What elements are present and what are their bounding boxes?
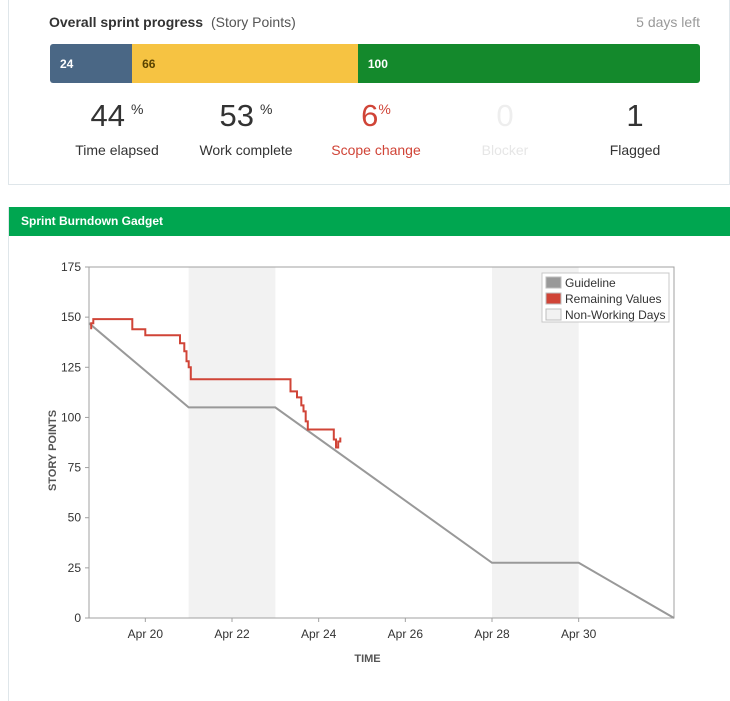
- burndown-gadget: Sprint Burndown Gadget 0 25 50 75 100 125 150 1…: [8, 207, 730, 701]
- stat-blocker: 0 Blocker: [440, 96, 570, 158]
- stat-scope-change-value: 6: [361, 98, 379, 133]
- stat-work-complete-unit: %: [260, 101, 273, 117]
- progress-subtitle: (Story Points): [210, 14, 296, 30]
- stat-time-elapsed-unit: %: [131, 101, 144, 117]
- series-line-guideline: [88, 322, 675, 619]
- y-tick-label-125: 125: [61, 360, 81, 374]
- y-tick-label-25: 25: [68, 561, 82, 575]
- progress-segment-in-progress[interactable]: 66: [132, 44, 358, 83]
- y-tick-label-75: 75: [68, 461, 82, 475]
- sprint-progress-bar: 24 66 100: [50, 44, 700, 83]
- x-tick-label-apr-22: Apr 22: [214, 627, 250, 641]
- y-axis-title: STORY POINTS: [47, 410, 59, 491]
- series-line-remaining-values: [90, 318, 342, 449]
- legend-box: [541, 272, 670, 323]
- stat-work-complete-value: 53: [219, 98, 255, 133]
- stat-blocker-value: 0: [496, 98, 514, 133]
- stat-work-complete: 53% Work complete: [181, 96, 311, 158]
- stat-scope-change-unit: %: [378, 101, 391, 117]
- progress-segment-todo-label: 24: [60, 56, 74, 71]
- x-tick-label-apr-24: Apr 24: [301, 627, 337, 641]
- x-axis-title: TIME: [354, 653, 380, 665]
- progress-segment-done[interactable]: 100: [357, 44, 700, 83]
- progress-segment-in-progress-label: 66: [142, 56, 156, 71]
- y-tick-label-0: 0: [74, 611, 81, 625]
- stat-time-elapsed-value: 44: [90, 98, 126, 133]
- stat-work-complete-label: Work complete: [199, 142, 293, 158]
- non-working-band-0: [188, 267, 276, 618]
- x-tick-label-apr-28: Apr 28: [474, 627, 510, 641]
- legend-label-0: Guideline: [565, 276, 616, 290]
- burndown-chart: 0 25 50 75 100 125 150 175 Apr 20 Apr 22 Apr 24 Apr…: [47, 260, 675, 665]
- gadget-title: Sprint Burndown Gadget: [9, 207, 730, 236]
- progress-segment-todo[interactable]: 24: [50, 44, 133, 83]
- legend-label-1: Remaining Values: [565, 292, 662, 306]
- stat-time-elapsed: 44% Time elapsed: [52, 96, 182, 158]
- y-tick-label-100: 100: [61, 410, 81, 424]
- stat-flagged-value: 1: [626, 98, 644, 133]
- y-tick-label-175: 175: [61, 260, 81, 274]
- x-tick-label-apr-26: Apr 26: [388, 627, 424, 641]
- progress-segment-done-label: 100: [367, 56, 388, 71]
- y-tick-label-50: 50: [68, 511, 82, 525]
- legend-swatch-0: [545, 276, 562, 289]
- legend-swatch-1: [545, 292, 562, 305]
- sprint-stats: 44% Time elapsed 53% Work complete 6% Sc…: [50, 96, 700, 166]
- days-left: 5 days left: [636, 14, 700, 30]
- legend-label-2: Non-Working Days: [565, 308, 665, 322]
- stat-scope-change[interactable]: 6% Scope change: [311, 96, 441, 158]
- progress-header: Overall sprint progress (Story Points) 5…: [49, 14, 700, 32]
- legend-swatch-2: [545, 308, 562, 321]
- y-tick-label-150: 150: [61, 310, 81, 324]
- non-working-band-1: [492, 267, 579, 618]
- plot-border: [88, 266, 675, 619]
- stat-time-elapsed-label: Time elapsed: [75, 142, 159, 158]
- x-tick-label-apr-20: Apr 20: [128, 627, 164, 641]
- sprint-progress-panel: Overall sprint progress (Story Points) 5…: [8, 0, 730, 185]
- stat-flagged[interactable]: 1 Flagged: [570, 96, 700, 158]
- x-tick-label-apr-30: Apr 30: [561, 627, 597, 641]
- stat-blocker-label: Blocker: [481, 142, 529, 158]
- stat-scope-change-label: Scope change: [331, 142, 421, 158]
- progress-title: Overall sprint progress: [49, 14, 204, 30]
- stat-flagged-label: Flagged: [609, 142, 661, 158]
